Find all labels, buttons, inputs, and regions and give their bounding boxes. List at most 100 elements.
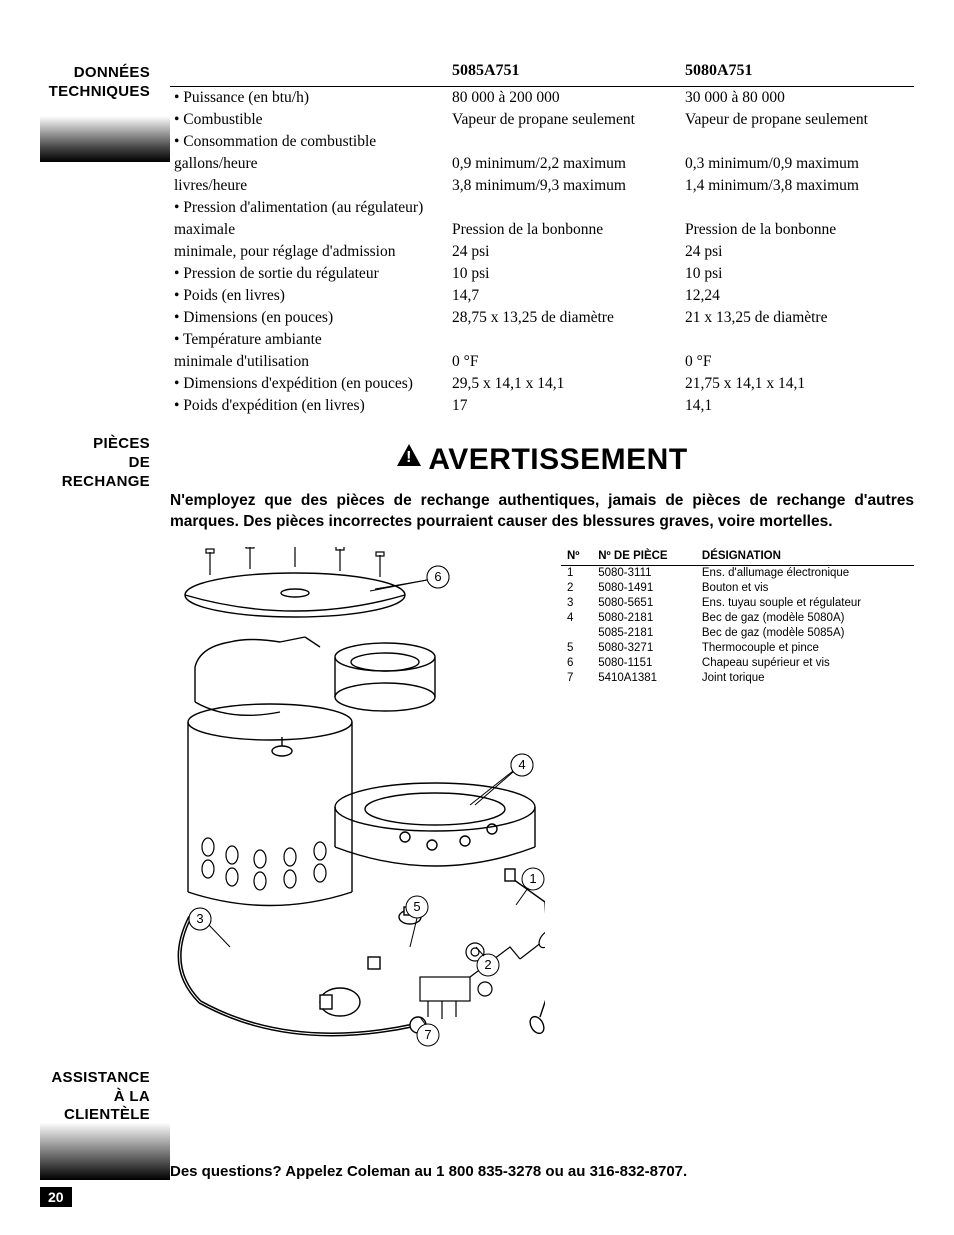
parts-desig: Bec de gaz (modèle 5080A) <box>696 611 914 626</box>
callout-3: 3 <box>196 911 203 926</box>
spec-label: minimale d'utilisation <box>170 351 448 373</box>
sidebar-pieces: PIÈCESDERECHANGE <box>40 435 170 491</box>
parts-header-piece: Nº DE PIÈCE <box>592 547 696 566</box>
spec-col1: 28,75 x 13,25 de diamètre <box>448 307 681 329</box>
parts-piece: 5085-2181 <box>592 626 696 641</box>
parts-piece: 5080-2181 <box>592 611 696 626</box>
section-assistance: ASSISTANCEÀ LACLIENTÈLE Des questions? A… <box>40 1065 914 1180</box>
spec-col2 <box>681 329 914 351</box>
spec-col2 <box>681 197 914 219</box>
parts-row: 65080-1151Chapeau supérieur et vis <box>561 656 914 671</box>
spec-col2: Vapeur de propane seulement <box>681 109 914 131</box>
section-donnees: DONNÉESTECHNIQUES 5085A751 5080A751 • Pu… <box>40 60 914 417</box>
parts-row: 55080-3271Thermocouple et pince <box>561 641 914 656</box>
spec-label: • Poids (en livres) <box>170 285 448 307</box>
sidebar-assistance: ASSISTANCEÀ LACLIENTÈLE <box>40 1065 170 1180</box>
spec-label: • Température ambiante <box>170 329 448 351</box>
spec-col2: 0,3 minimum/0,9 maximum <box>681 153 914 175</box>
callout-6: 6 <box>434 569 441 584</box>
parts-desig: Ens. tuyau souple et régulateur <box>696 596 914 611</box>
spec-col2: 10 psi <box>681 263 914 285</box>
spec-header-col1: 5085A751 <box>448 60 681 87</box>
spec-col2: 24 psi <box>681 241 914 263</box>
parts-piece: 5080-1491 <box>592 581 696 596</box>
parts-header-no: Nº <box>561 547 592 566</box>
parts-piece: 5080-3111 <box>592 565 696 581</box>
spec-row: livres/heure3,8 minimum/9,3 maximum1,4 m… <box>170 175 914 197</box>
spec-col1: 17 <box>448 395 681 417</box>
spec-label: • Puissance (en btu/h) <box>170 87 448 110</box>
parts-no: 7 <box>561 671 592 686</box>
spec-col2: 14,1 <box>681 395 914 417</box>
parts-no: 2 <box>561 581 592 596</box>
spec-col1: Pression de la bonbonne <box>448 219 681 241</box>
pieces-content: ! AVERTISSEMENT N'employez que des pièce… <box>170 435 914 1047</box>
spec-row: • Consommation de combustible <box>170 131 914 153</box>
warning-title-text: AVERTISSEMENT <box>428 443 687 476</box>
parts-row: 15080-3111Ens. d'allumage électronique <box>561 565 914 581</box>
parts-desig: Chapeau supérieur et vis <box>696 656 914 671</box>
spec-label: • Pression de sortie du régulateur <box>170 263 448 285</box>
section-pieces: PIÈCESDERECHANGE ! AVERTISSEMENT N'emplo… <box>40 435 914 1047</box>
parts-header-desig: DÉSIGNATION <box>696 547 914 566</box>
parts-row: 75410A1381Joint torique <box>561 671 914 686</box>
parts-piece: 5080-5651 <box>592 596 696 611</box>
spec-row: • Puissance (en btu/h)80 000 à 200 00030… <box>170 87 914 110</box>
spec-header-col2: 5080A751 <box>681 60 914 87</box>
spec-header-empty <box>170 60 448 87</box>
exploded-diagram: 6 4 3 5 2 7 1 <box>170 547 545 1047</box>
spec-col2 <box>681 131 914 153</box>
parts-no: 6 <box>561 656 592 671</box>
spec-label: livres/heure <box>170 175 448 197</box>
spec-table: 5085A751 5080A751 • Puissance (en btu/h)… <box>170 60 914 417</box>
warning-body: N'employez que des pièces de rechange au… <box>170 491 914 533</box>
assistance-content: Des questions? Appelez Coleman au 1 800 … <box>170 1143 914 1180</box>
spec-col2: 21 x 13,25 de diamètre <box>681 307 914 329</box>
spec-row: minimale, pour réglage d'admission 24 psi… <box>170 241 914 263</box>
spec-label: • Dimensions d'expédition (en pouces) <box>170 373 448 395</box>
spec-col1: 0 °F <box>448 351 681 373</box>
parts-no: 1 <box>561 565 592 581</box>
assistance-text: Des questions? Appelez Coleman au 1 800 … <box>170 1163 914 1180</box>
parts-row: 35080-5651Ens. tuyau souple et régulateu… <box>561 596 914 611</box>
callout-5: 5 <box>413 899 420 914</box>
spec-label: • Pression d'alimentation (au régulateur… <box>170 197 448 219</box>
diagram-row: 6 4 3 5 2 7 1 Nº <box>170 547 914 1047</box>
spec-row: • Pression de sortie du régulateur 10 psi… <box>170 263 914 285</box>
spec-row: • Température ambiante <box>170 329 914 351</box>
page-number: 20 <box>40 1187 72 1207</box>
callout-2: 2 <box>484 957 491 972</box>
spec-row: • Dimensions d'expédition (en pouces)29,… <box>170 373 914 395</box>
parts-no <box>561 626 592 641</box>
warning-triangle-icon: ! <box>396 441 422 475</box>
spec-col1: 0,9 minimum/2,2 maximum <box>448 153 681 175</box>
spec-col1: Vapeur de propane seulement <box>448 109 681 131</box>
spec-col1: 29,5 x 14,1 x 14,1 <box>448 373 681 395</box>
spec-label: maximale <box>170 219 448 241</box>
parts-no: 5 <box>561 641 592 656</box>
parts-desig: Bec de gaz (modèle 5085A) <box>696 626 914 641</box>
spec-col1: 80 000 à 200 000 <box>448 87 681 110</box>
spec-col1: 14,7 <box>448 285 681 307</box>
spec-col1 <box>448 329 681 351</box>
svg-text:!: ! <box>406 449 412 466</box>
spec-col1 <box>448 131 681 153</box>
parts-list: Nº Nº DE PIÈCE DÉSIGNATION 15080-3111Ens… <box>561 547 914 686</box>
spec-label: • Dimensions (en pouces) <box>170 307 448 329</box>
spec-col1: 3,8 minimum/9,3 maximum <box>448 175 681 197</box>
callout-1: 1 <box>529 871 536 886</box>
parts-desig: Thermocouple et pince <box>696 641 914 656</box>
spec-row: • Pression d'alimentation (au régulateur… <box>170 197 914 219</box>
spec-col2: 0 °F <box>681 351 914 373</box>
spec-row: gallons/heure0,9 minimum/2,2 maximum0,3 … <box>170 153 914 175</box>
warning-header: ! AVERTISSEMENT <box>170 441 914 477</box>
parts-desig: Bouton et vis <box>696 581 914 596</box>
spec-col2: 1,4 minimum/3,8 maximum <box>681 175 914 197</box>
spec-col2: Pression de la bonbonne <box>681 219 914 241</box>
parts-desig: Joint torique <box>696 671 914 686</box>
spec-label: minimale, pour réglage d'admission <box>170 241 448 263</box>
parts-piece: 5080-3271 <box>592 641 696 656</box>
spec-col1 <box>448 197 681 219</box>
spec-label: gallons/heure <box>170 153 448 175</box>
spec-col2: 12,24 <box>681 285 914 307</box>
